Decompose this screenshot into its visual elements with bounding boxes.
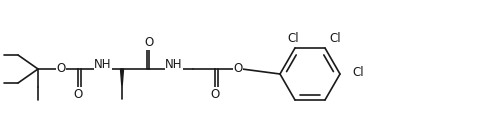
Text: NH: NH: [94, 59, 112, 71]
Text: Cl: Cl: [329, 31, 340, 45]
Polygon shape: [120, 69, 124, 88]
Text: O: O: [234, 63, 242, 75]
Text: Cl: Cl: [352, 66, 364, 79]
Text: Cl: Cl: [287, 31, 299, 45]
Text: O: O: [56, 63, 66, 75]
Text: NH: NH: [165, 59, 183, 71]
Text: O: O: [74, 87, 82, 100]
Text: O: O: [210, 87, 220, 100]
Text: O: O: [144, 36, 154, 50]
